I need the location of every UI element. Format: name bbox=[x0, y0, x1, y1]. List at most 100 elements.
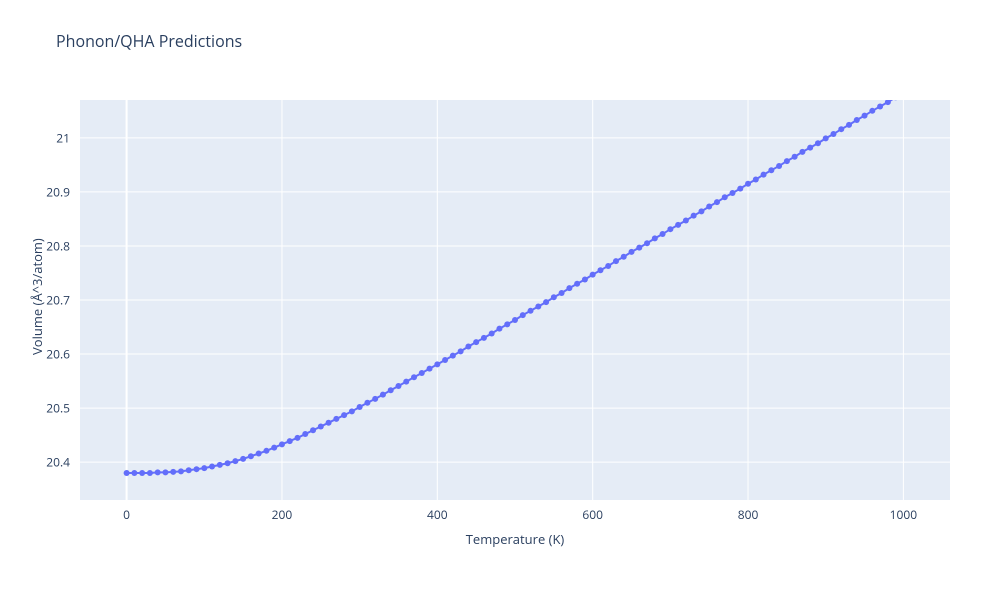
series-marker bbox=[279, 441, 285, 447]
series-marker bbox=[830, 131, 836, 137]
series-marker bbox=[395, 383, 401, 389]
series-marker bbox=[815, 140, 821, 146]
series-marker bbox=[442, 357, 448, 363]
y-tick-label: 20.7 bbox=[40, 292, 70, 309]
series-marker bbox=[722, 194, 728, 200]
series-line bbox=[127, 100, 904, 473]
series-marker bbox=[458, 348, 464, 354]
series-marker bbox=[434, 361, 440, 367]
series-marker bbox=[209, 463, 215, 469]
x-tick-label: 800 bbox=[738, 506, 759, 523]
series-marker bbox=[838, 126, 844, 132]
series-marker bbox=[496, 326, 502, 332]
series-marker bbox=[427, 366, 433, 372]
series-marker bbox=[621, 254, 627, 260]
plot-area[interactable] bbox=[80, 100, 950, 500]
series-marker bbox=[217, 462, 223, 468]
series-marker bbox=[846, 122, 852, 128]
series-marker bbox=[512, 317, 518, 323]
series-marker bbox=[551, 294, 557, 300]
series-marker bbox=[380, 392, 386, 398]
series-marker bbox=[675, 222, 681, 228]
series-marker bbox=[582, 276, 588, 282]
series-marker bbox=[256, 451, 262, 457]
series-marker bbox=[481, 335, 487, 341]
chart-title: Phonon/QHA Predictions bbox=[56, 30, 242, 52]
series-marker bbox=[597, 267, 603, 273]
x-tick-label: 1000 bbox=[890, 506, 917, 523]
series-marker bbox=[489, 331, 495, 337]
series-marker bbox=[465, 343, 471, 349]
series-marker bbox=[574, 281, 580, 287]
x-tick-label: 200 bbox=[272, 506, 293, 523]
series-marker bbox=[131, 470, 137, 476]
series-marker bbox=[240, 456, 246, 462]
series-marker bbox=[450, 353, 456, 359]
series-marker bbox=[761, 172, 767, 178]
series-marker bbox=[419, 370, 425, 376]
series-marker bbox=[706, 203, 712, 209]
series-marker bbox=[473, 339, 479, 345]
series-marker bbox=[170, 469, 176, 475]
series-marker bbox=[590, 272, 596, 278]
series-marker bbox=[186, 467, 192, 473]
series-marker bbox=[147, 470, 153, 476]
series-marker bbox=[862, 113, 868, 119]
series-marker bbox=[698, 208, 704, 214]
series-marker bbox=[139, 470, 145, 476]
series-marker bbox=[877, 103, 883, 109]
series-marker bbox=[784, 158, 790, 164]
series-marker bbox=[768, 167, 774, 173]
series-marker bbox=[613, 258, 619, 264]
series-marker bbox=[644, 240, 650, 246]
series-marker bbox=[403, 379, 409, 385]
series-marker bbox=[504, 321, 510, 327]
y-tick-label: 21 bbox=[40, 129, 70, 146]
x-tick-label: 0 bbox=[123, 506, 130, 523]
series-marker bbox=[667, 226, 673, 232]
series-marker bbox=[225, 460, 231, 466]
series-marker bbox=[194, 466, 200, 472]
series-marker bbox=[559, 290, 565, 296]
series-marker bbox=[799, 149, 805, 155]
series-marker bbox=[248, 453, 254, 459]
series-marker bbox=[535, 303, 541, 309]
series-marker bbox=[349, 408, 355, 414]
series-marker bbox=[372, 396, 378, 402]
series-marker bbox=[318, 423, 324, 429]
series-marker bbox=[737, 186, 743, 192]
series-marker bbox=[162, 469, 168, 475]
series-marker bbox=[357, 404, 363, 410]
series-marker bbox=[691, 213, 697, 219]
y-tick-label: 20.6 bbox=[40, 346, 70, 363]
series-marker bbox=[341, 412, 347, 418]
series-marker bbox=[730, 190, 736, 196]
series-marker bbox=[854, 117, 860, 123]
series-marker bbox=[566, 285, 572, 291]
series-marker bbox=[155, 469, 161, 475]
x-axis-label: Temperature (K) bbox=[466, 530, 565, 548]
series-marker bbox=[287, 438, 293, 444]
series-marker bbox=[263, 448, 269, 454]
series-marker bbox=[753, 176, 759, 182]
series-marker bbox=[543, 299, 549, 305]
series-marker bbox=[295, 435, 301, 441]
series-marker bbox=[310, 427, 316, 433]
y-tick-label: 20.5 bbox=[40, 400, 70, 417]
series-marker bbox=[683, 218, 689, 224]
y-tick-label: 20.8 bbox=[40, 237, 70, 254]
x-tick-label: 400 bbox=[427, 506, 448, 523]
series-marker bbox=[411, 374, 417, 380]
x-tick-label: 600 bbox=[582, 506, 603, 523]
chart-container: Phonon/QHA Predictions Volume (Å^3/atom)… bbox=[0, 0, 1000, 600]
series-marker bbox=[333, 416, 339, 422]
series-marker bbox=[388, 387, 394, 393]
series-marker bbox=[869, 108, 875, 114]
series-marker bbox=[232, 458, 238, 464]
series-marker bbox=[823, 135, 829, 141]
series-marker bbox=[636, 245, 642, 251]
series-marker bbox=[792, 154, 798, 160]
y-tick-label: 20.9 bbox=[40, 183, 70, 200]
series-marker bbox=[528, 308, 534, 314]
series-marker bbox=[776, 163, 782, 169]
